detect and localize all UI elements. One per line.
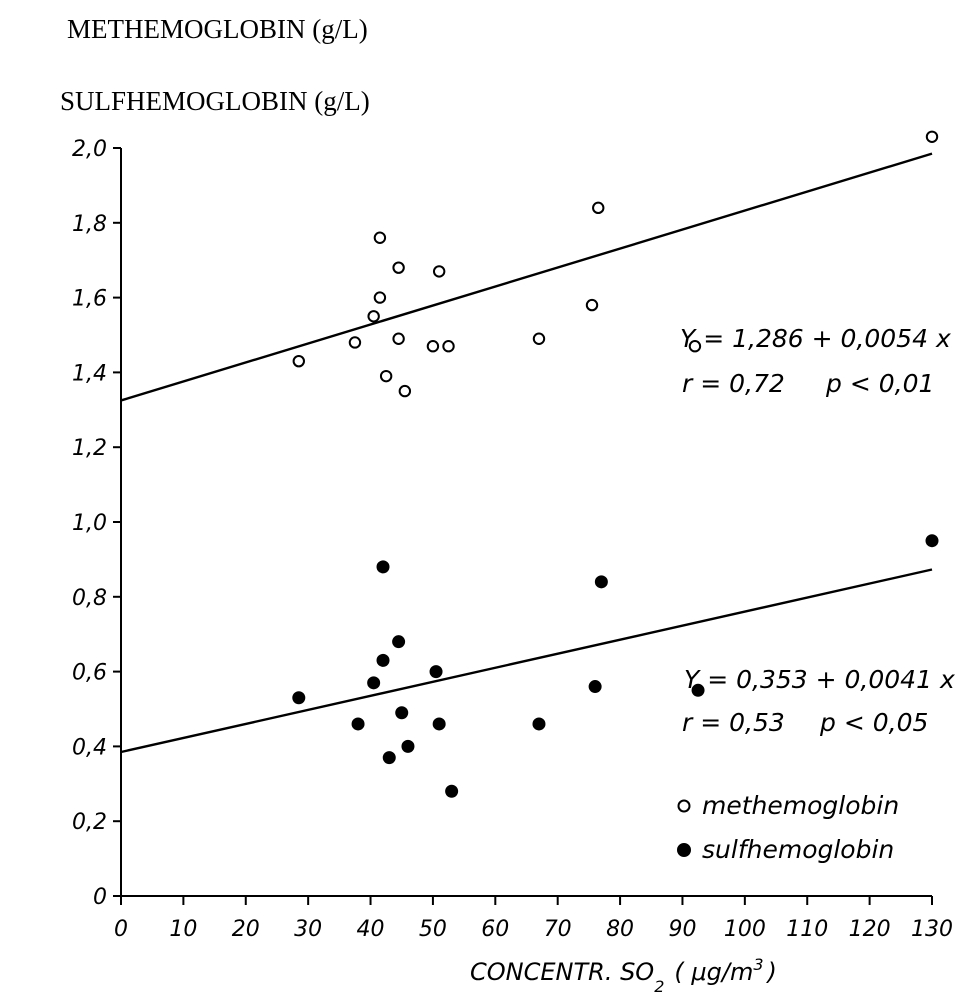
regression-line-methemoglobin: [120, 152, 933, 402]
data-point-sulfhemoglobin: [532, 717, 546, 731]
x-tick-label: 50: [419, 917, 447, 942]
axes: 0 0,2 0,4 0,6 0,8 1,0 1,2 1,4 1,6 1,8 2,0 0 10 20 30 40…: [72, 137, 953, 942]
data-point-sulfhemoglobin: [445, 784, 459, 798]
y-tick-label: 1,8: [72, 212, 107, 237]
data-point-methemoglobin: [373, 291, 387, 304]
data-point-sulfhemoglobin: [376, 653, 390, 667]
data-point-methemoglobin: [426, 340, 440, 353]
data-point-sulfhemoglobin: [392, 635, 406, 649]
x-tick-label: 110: [786, 917, 828, 942]
y-tick-label: 1,2: [72, 436, 107, 461]
legend-filled-circle-marker: [677, 843, 691, 857]
x-tick-label: 120: [849, 917, 891, 942]
regression-line-sulfhemoglobin: [120, 568, 933, 754]
x-axis-label-units: ( μg/m: [674, 958, 753, 986]
data-point-methemoglobin: [367, 310, 380, 323]
x-tick-label: 40: [357, 917, 385, 942]
y-tick-label: 0,6: [72, 661, 107, 686]
data-point-methemoglobin: [292, 354, 305, 368]
x-tick-label: 130: [911, 917, 953, 942]
y-tick-label: 2,0: [72, 137, 107, 162]
data-point-methemoglobin: [592, 201, 605, 215]
methemoglobin-annotation: Y = 1,286 + 0,0054 x r = 0,72 p < 0,01: [680, 324, 951, 398]
data-point-sulfhemoglobin: [382, 751, 396, 765]
legend-open-circle-marker: [677, 799, 691, 813]
y-tick-label: 1,4: [72, 361, 107, 386]
data-point-methemoglobin: [925, 130, 939, 143]
data-point-methemoglobin: [392, 261, 405, 274]
x-tick-label: 30: [294, 917, 322, 942]
x-tick-label: 10: [169, 917, 197, 942]
legend: methemoglobin sulfhemoglobin: [677, 791, 899, 864]
y-tick-label: 0,2: [72, 810, 107, 835]
methemoglobin-equation: Y = 1,286 + 0,0054 x: [680, 324, 951, 353]
data-point-sulfhemoglobin: [594, 575, 608, 589]
x-tick-label: 80: [606, 917, 634, 942]
x-tick-label: 20: [232, 917, 260, 942]
data-point-sulfhemoglobin: [432, 717, 446, 731]
x-axis-label-close: ): [766, 958, 777, 986]
data-point-sulfhemoglobin: [395, 706, 409, 720]
data-point-methemoglobin: [442, 340, 455, 353]
sulfhemoglobin-r-value: r = 0,53: [682, 708, 785, 737]
legend-label-sulfhemoglobin: sulfhemoglobin: [702, 835, 894, 864]
legend-label-methemoglobin: methemoglobin: [702, 791, 899, 820]
data-point-methemoglobin: [532, 332, 546, 345]
methemoglobin-p-value: p < 0,01: [825, 369, 934, 398]
x-tick-label: 60: [481, 917, 509, 942]
x-tick-label: 0: [114, 917, 128, 942]
x-axis-label: CONCENTR. SO2 ( μg/m3): [470, 955, 777, 996]
sulfhemoglobin-annotation: Y = 0,353 + 0,0041 x r = 0,53 p < 0,05: [682, 665, 955, 737]
data-point-methemoglobin: [398, 384, 412, 398]
methemoglobin-r-value: r = 0,72: [682, 369, 785, 398]
data-point-sulfhemoglobin: [429, 665, 443, 679]
data-point-sulfhemoglobin: [401, 739, 415, 753]
chart-title-sulfhemoglobin: SULFHEMOGLOBIN (g/L): [60, 86, 370, 116]
data-point-methemoglobin: [392, 332, 405, 345]
data-point-methemoglobin: [688, 340, 702, 353]
data-point-sulfhemoglobin: [367, 676, 381, 690]
sulfhemoglobin-equation: Y = 0,353 + 0,0041 x: [684, 665, 955, 694]
data-point-methemoglobin: [373, 231, 387, 244]
data-point-sulfhemoglobin: [292, 691, 306, 705]
data-point-sulfhemoglobin: [588, 680, 602, 694]
chart-title-methemoglobin: METHEMOGLOBIN (g/L): [67, 14, 368, 44]
data-point-sulfhemoglobin: [925, 534, 939, 548]
x-axis-label-text: CONCENTR. SO: [470, 958, 654, 986]
y-tick-label: 1,0: [72, 511, 107, 536]
sulfhemoglobin-p-value: p < 0,05: [819, 708, 928, 737]
data-point-sulfhemoglobin: [351, 717, 365, 731]
data-points: [292, 130, 939, 798]
x-tick-label: 100: [724, 917, 766, 942]
x-tick-label: 90: [668, 917, 696, 942]
data-point-methemoglobin: [379, 369, 393, 383]
y-tick-label: 0,4: [72, 735, 107, 760]
data-point-methemoglobin: [432, 265, 446, 278]
x-tick-label: 70: [544, 917, 572, 942]
data-point-sulfhemoglobin: [376, 560, 390, 574]
data-point-methemoglobin: [348, 336, 362, 349]
data-point-sulfhemoglobin: [691, 683, 705, 697]
y-tick-label: 1,6: [72, 287, 107, 312]
data-point-methemoglobin: [585, 298, 599, 312]
y-tick-label: 0,8: [72, 586, 107, 611]
x-axis-label-superscript: 3: [753, 955, 763, 974]
regression-lines: [120, 152, 933, 754]
y-tick-label: 0: [93, 885, 107, 910]
x-axis-label-subscript: 2: [654, 977, 664, 996]
